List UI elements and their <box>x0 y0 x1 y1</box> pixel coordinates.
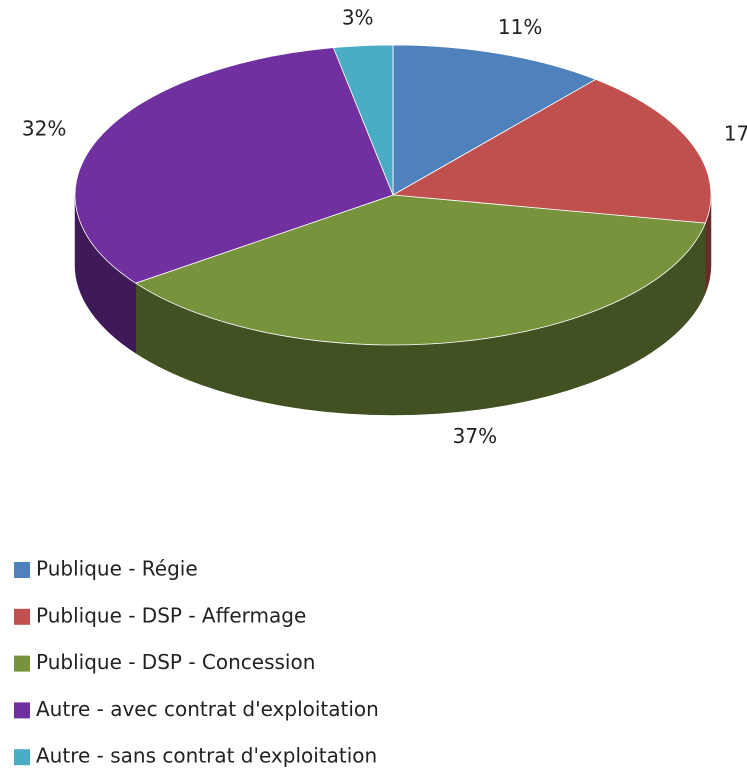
pie-slice <box>134 194 706 346</box>
legend-label: Publique - DSP - Concession <box>36 650 315 674</box>
data-label: 32% <box>22 116 66 140</box>
pie-slice <box>391 78 712 224</box>
legend-swatch <box>14 702 30 719</box>
legend-swatch <box>14 608 30 625</box>
data-label: 37% <box>453 424 497 448</box>
data-label: 17% <box>724 122 747 146</box>
pie-slice <box>74 47 394 284</box>
data-label: 11% <box>498 15 542 39</box>
legend-label: Autre - sans contrat d'exploitation <box>36 744 377 768</box>
legend-swatch <box>14 655 30 672</box>
pie-slice <box>392 44 597 196</box>
data-label: 3% <box>342 5 374 29</box>
legend-label: Publique - Régie <box>36 557 198 581</box>
legend-label: Publique - DSP - Affermage <box>36 603 306 627</box>
legend-label: Autre - avec contrat d'exploitation <box>36 697 379 721</box>
legend-swatch <box>14 749 30 766</box>
legend-swatch <box>14 562 30 578</box>
pie-slice <box>332 44 394 196</box>
